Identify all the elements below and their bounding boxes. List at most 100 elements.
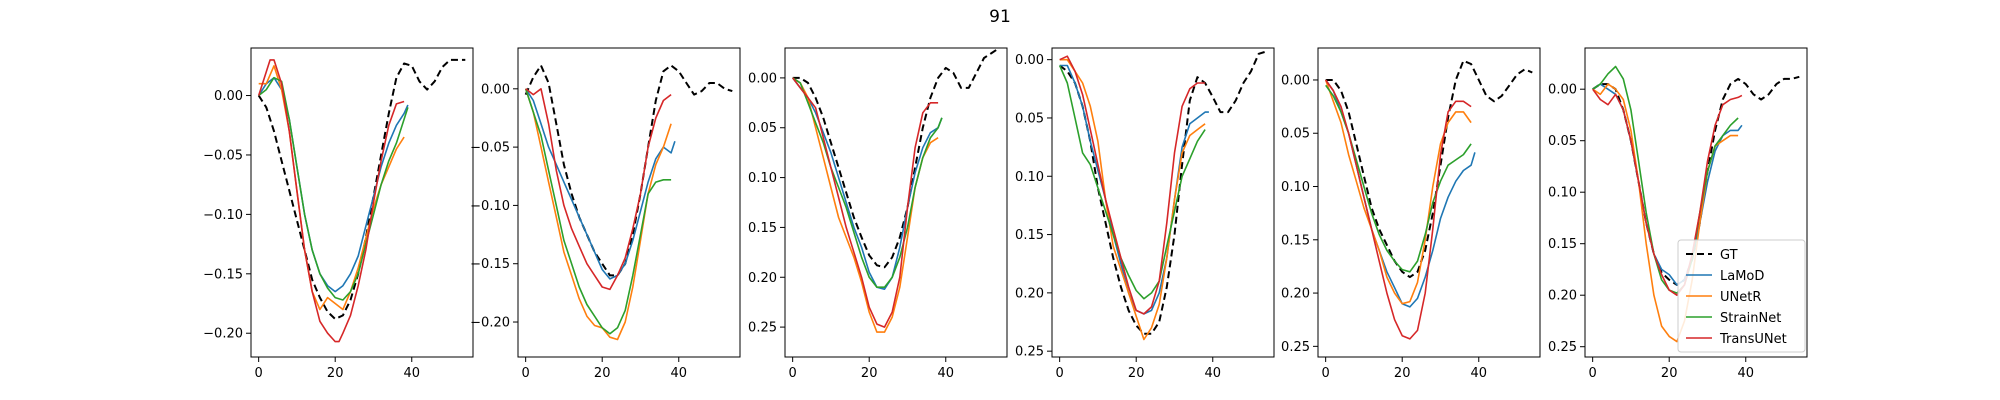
x-tick-label: 40 (1204, 366, 1221, 381)
series-line-transunet (525, 88, 672, 291)
series-line-strainnet (524, 88, 672, 335)
series-group (257, 58, 466, 343)
y-tick-label: 0.10 (748, 171, 777, 186)
series-line-gt (524, 64, 733, 277)
panel-4: 0 20 40 0.00 0.05 0.10 0.15 0.20 0.25 (1015, 47, 1275, 381)
x-tick-label: 40 (670, 366, 687, 381)
series-line-transunet (1059, 55, 1206, 315)
x-tick-label: 0 (789, 366, 797, 381)
y-tick-label: 0.00 (1281, 73, 1310, 88)
series-line-transunet (1592, 88, 1743, 296)
y-tick-label: 0.05 (748, 121, 777, 136)
series-group (1058, 50, 1267, 341)
axes-frame (1584, 47, 1808, 358)
legend-label-transunet: TransUNet (1719, 332, 1787, 347)
x-tick-label: 40 (1737, 366, 1754, 381)
y-tick-label: 0.15 (1548, 237, 1577, 252)
y-tick-label: −0.05 (203, 148, 243, 163)
y-tick-label: 0.00 (1015, 53, 1044, 68)
series-group (1592, 65, 1800, 343)
series-line-lamod (258, 76, 409, 293)
series-line-gt (792, 48, 1000, 269)
panel-5: 0 20 40 0.00 0.05 0.10 0.15 0.20 0.25 (1281, 47, 1541, 381)
y-tick-label: 0.00 (214, 89, 243, 104)
x-tick-label: 40 (1470, 366, 1487, 381)
series-line-transunet (257, 59, 405, 343)
y-tick-label: 0.00 (1548, 83, 1577, 98)
y-tick-label: 0.20 (1015, 286, 1044, 301)
y-tick-label: 0.00 (748, 71, 777, 86)
y-tick-label: 0.15 (1281, 233, 1310, 248)
y-tick-label: −0.05 (470, 141, 510, 156)
y-tick-label: −0.10 (203, 208, 243, 223)
axes-frame (250, 47, 474, 358)
y-tick-label: 0.25 (748, 321, 777, 336)
y-tick-label: 0.20 (748, 271, 777, 286)
x-tick-label: 20 (1661, 366, 1678, 381)
x-tick-label: 0 (522, 366, 530, 381)
series-line-lamod (792, 77, 943, 290)
y-tick-label: 0.05 (1015, 111, 1044, 126)
series-line-gt (257, 58, 466, 320)
y-tick-label: 0.20 (1281, 287, 1310, 302)
series-line-strainnet (792, 77, 943, 288)
x-tick-label: 20 (594, 366, 611, 381)
y-tick-label: −0.10 (470, 199, 510, 214)
y-tick-label: 0.05 (1281, 127, 1310, 142)
x-tick-label: 0 (255, 366, 263, 381)
y-tick-label: −0.15 (203, 267, 243, 282)
series-line-gt (1325, 59, 1533, 279)
series-line-strainnet (1592, 65, 1739, 294)
y-tick-label: −0.20 (470, 316, 510, 331)
panel-6: 0 20 40 0.00 0.05 0.10 0.15 0.20 0.25 (1548, 47, 1808, 381)
y-tick-label: −0.20 (203, 327, 243, 342)
series-line-strainnet (1325, 84, 1472, 273)
x-tick-label: 20 (1128, 366, 1145, 381)
y-tick-label: 0.25 (1015, 345, 1044, 360)
series-line-lamod (1325, 79, 1476, 308)
series-group (792, 48, 1000, 333)
panels: 0 20 40 0.00 −0.05 −0.10 −0.15 −0.20 0 20 40 0.00 −0… (203, 47, 1808, 381)
y-tick-label: 0.00 (481, 82, 510, 97)
series-group (1324, 59, 1533, 340)
x-tick-label: 40 (403, 366, 420, 381)
series-line-transunet (1325, 79, 1472, 340)
axes-frame (784, 47, 1008, 358)
axes-frame (517, 47, 741, 358)
panel-1: 0 20 40 0.00 −0.05 −0.10 −0.15 −0.20 (203, 47, 474, 381)
figure-title: 91 (989, 7, 1011, 27)
x-tick-label: 20 (861, 366, 878, 381)
x-tick-label: 40 (937, 366, 954, 381)
series-line-gt (1059, 50, 1267, 335)
y-tick-label: 0.05 (1548, 134, 1577, 149)
series-line-lamod (1059, 64, 1209, 315)
axes-frame (1051, 47, 1275, 358)
y-tick-label: 0.15 (1015, 228, 1044, 243)
y-tick-label: 0.10 (1281, 180, 1310, 195)
series-line-unetr (1324, 79, 1472, 305)
legend-label-strainnet: StrainNet (1720, 311, 1781, 326)
series-line-transunet (792, 77, 939, 328)
series-group (524, 64, 733, 341)
x-tick-label: 0 (1056, 366, 1064, 381)
y-tick-label: −0.15 (470, 257, 510, 272)
legend-label-unetr: UNetR (1720, 290, 1761, 305)
legend-label-lamod: LaMoD (1720, 269, 1764, 284)
series-line-strainnet (1058, 65, 1206, 300)
y-tick-label: 0.25 (1281, 340, 1310, 355)
x-tick-label: 0 (1322, 366, 1330, 381)
legend: GT LaMoD UNetR StrainNet TransUNet (1677, 239, 1806, 353)
y-tick-label: 0.10 (1015, 170, 1044, 185)
panel-2: 0 20 40 0.00 −0.05 −0.10 −0.15 −0.20 (470, 47, 741, 381)
y-tick-label: 0.10 (1548, 186, 1577, 201)
axes-frame (1317, 47, 1541, 358)
y-tick-label: 0.15 (748, 221, 777, 236)
series-line-strainnet (258, 76, 409, 301)
series-line-lamod (525, 88, 676, 280)
series-line-unetr (258, 65, 405, 311)
x-tick-label: 0 (1589, 366, 1597, 381)
legend-box (1677, 239, 1806, 353)
series-line-unetr (524, 88, 672, 341)
y-tick-label: 0.20 (1548, 289, 1577, 304)
